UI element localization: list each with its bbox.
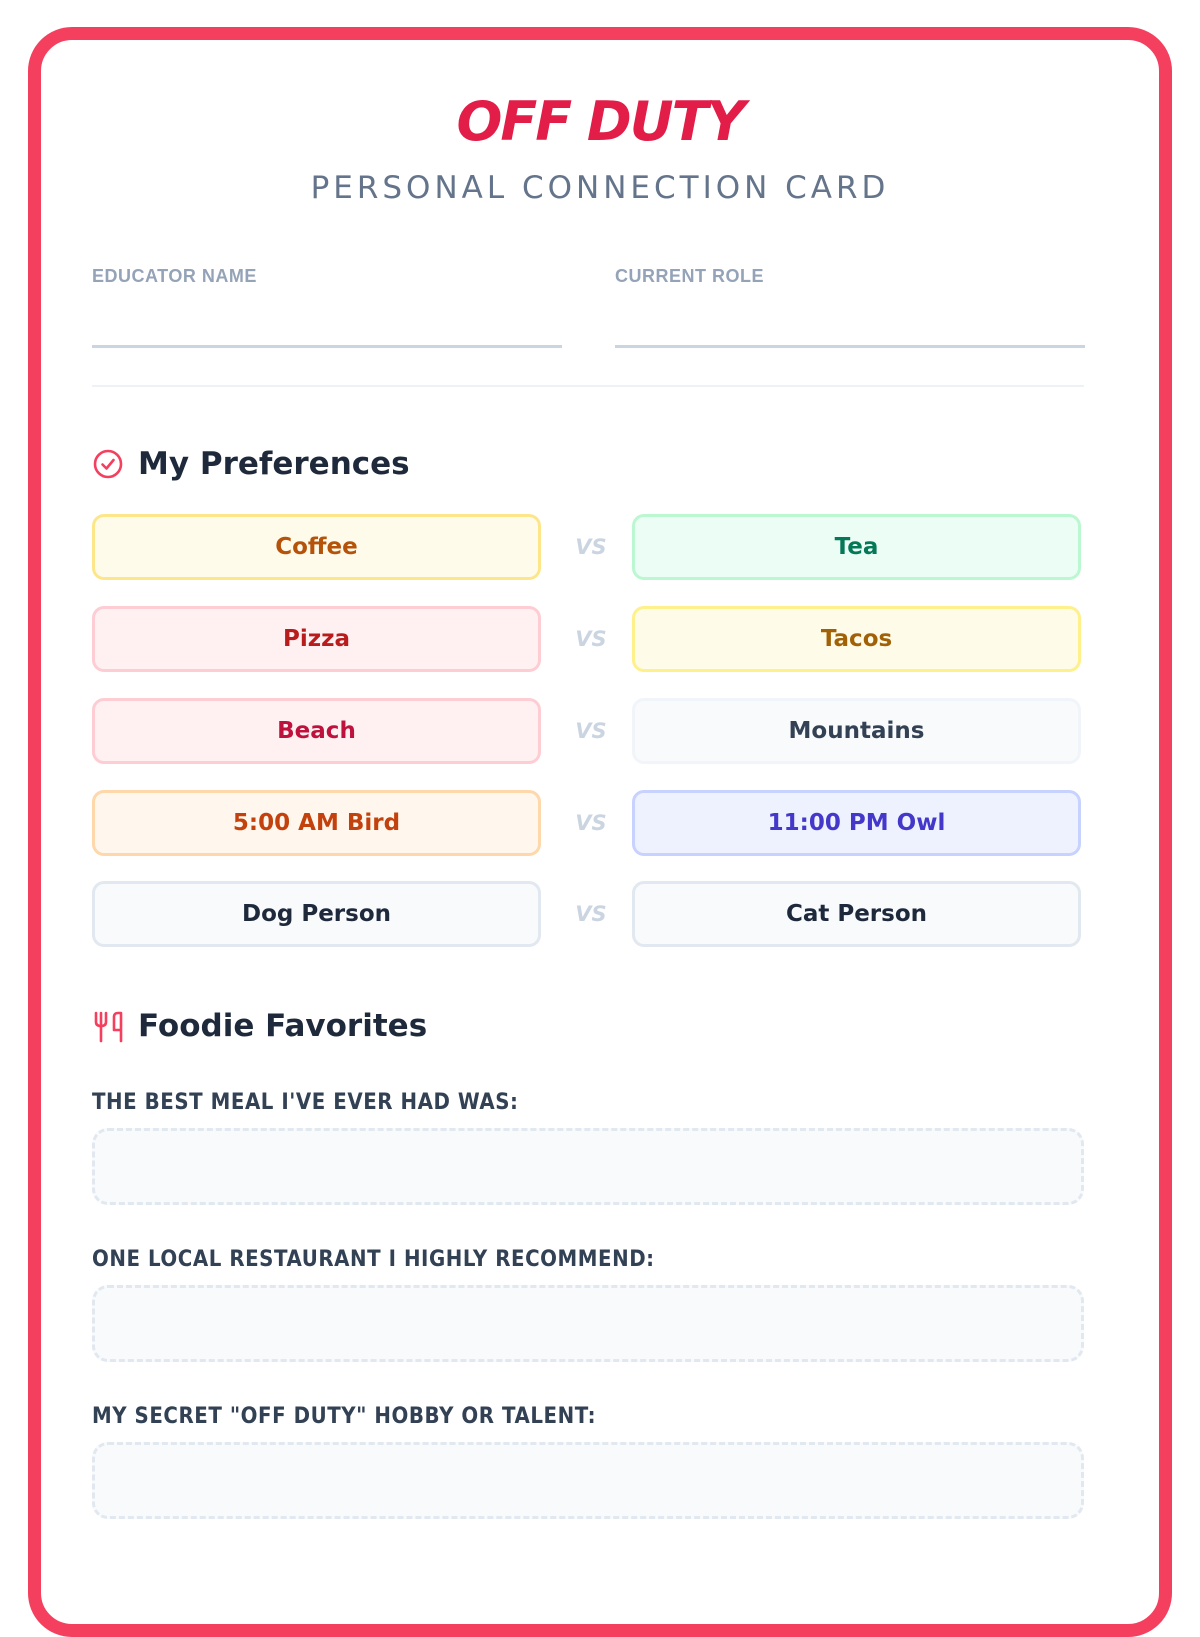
pref-option-cat-person[interactable]: Cat Person: [632, 881, 1081, 947]
pref-option-beach[interactable]: Beach: [92, 698, 541, 764]
foodie-heading: Foodie Favorites: [138, 1008, 428, 1044]
prompt-hobby-field[interactable]: [92, 1442, 1084, 1519]
pref-option-dog-person[interactable]: Dog Person: [92, 881, 541, 947]
pref-option-tea[interactable]: Tea: [632, 514, 1081, 580]
app-title: OFF DUTY: [456, 90, 745, 153]
current-role-label: CURRENT ROLE: [615, 266, 764, 286]
prompt-best-meal-field[interactable]: [92, 1128, 1084, 1205]
pref-option-tacos[interactable]: Tacos: [632, 606, 1081, 672]
vs-label: VS: [575, 719, 607, 743]
current-role-field[interactable]: [615, 300, 1085, 348]
vs-label: VS: [575, 902, 607, 926]
prompt-hobby-label: MY SECRET "OFF DUTY" HOBBY OR TALENT:: [92, 1404, 597, 1429]
vs-label: VS: [575, 811, 607, 835]
vs-label: VS: [575, 535, 607, 559]
pref-option-coffee[interactable]: Coffee: [92, 514, 541, 580]
prompt-restaurant-label: ONE LOCAL RESTAURANT I HIGHLY RECOMMEND:: [92, 1247, 655, 1272]
preferences-heading: My Preferences: [138, 446, 410, 482]
educator-name-label: EDUCATOR NAME: [92, 266, 257, 286]
pref-option-mountains[interactable]: Mountains: [632, 698, 1081, 764]
pref-option-night-owl[interactable]: 11:00 PM Owl: [632, 790, 1081, 856]
vs-label: VS: [575, 627, 607, 651]
educator-name-field[interactable]: [92, 300, 562, 348]
pref-option-pizza[interactable]: Pizza: [92, 606, 541, 672]
check-circle-icon: [92, 448, 124, 485]
prompt-best-meal-label: THE BEST MEAL I'VE EVER HAD WAS:: [92, 1090, 519, 1115]
utensils-icon: [92, 1010, 126, 1049]
pref-option-early-bird[interactable]: 5:00 AM Bird: [92, 790, 541, 856]
card-subtitle: PERSONAL CONNECTION CARD: [310, 170, 890, 206]
section-divider: [92, 385, 1084, 387]
prompt-restaurant-field[interactable]: [92, 1285, 1084, 1362]
